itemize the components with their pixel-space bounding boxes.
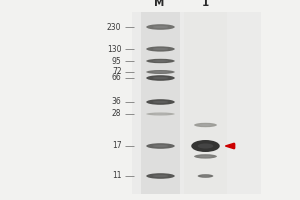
Ellipse shape (153, 48, 168, 50)
Ellipse shape (191, 140, 220, 152)
Ellipse shape (146, 46, 175, 52)
Ellipse shape (146, 70, 175, 74)
Bar (141, 12, 181, 194)
Ellipse shape (194, 123, 217, 127)
Ellipse shape (153, 77, 168, 79)
Ellipse shape (153, 145, 168, 147)
FancyArrow shape (225, 143, 235, 149)
Bar (132, 12, 261, 194)
Ellipse shape (146, 59, 175, 63)
Ellipse shape (146, 112, 175, 116)
Ellipse shape (199, 124, 212, 126)
Ellipse shape (153, 101, 168, 103)
Ellipse shape (153, 175, 168, 177)
Text: M: M (154, 0, 164, 8)
Ellipse shape (146, 143, 175, 149)
Ellipse shape (153, 60, 168, 62)
Ellipse shape (146, 75, 175, 81)
Text: 66: 66 (112, 73, 122, 82)
Text: 17: 17 (112, 142, 122, 150)
Text: 230: 230 (107, 22, 122, 31)
Bar (184, 12, 227, 194)
Text: 1: 1 (202, 0, 209, 8)
Ellipse shape (198, 143, 213, 149)
Ellipse shape (153, 26, 168, 28)
Text: 28: 28 (112, 110, 122, 118)
Text: 36: 36 (112, 98, 122, 106)
Ellipse shape (201, 175, 210, 177)
Ellipse shape (198, 174, 213, 178)
Ellipse shape (153, 71, 168, 73)
Ellipse shape (146, 173, 175, 179)
Text: 130: 130 (107, 45, 122, 53)
Text: 72: 72 (112, 68, 122, 76)
Text: 11: 11 (112, 171, 122, 180)
Ellipse shape (146, 24, 175, 30)
Ellipse shape (194, 154, 217, 159)
Ellipse shape (199, 155, 212, 157)
Ellipse shape (146, 99, 175, 105)
Text: 95: 95 (112, 56, 122, 66)
Ellipse shape (153, 113, 168, 115)
